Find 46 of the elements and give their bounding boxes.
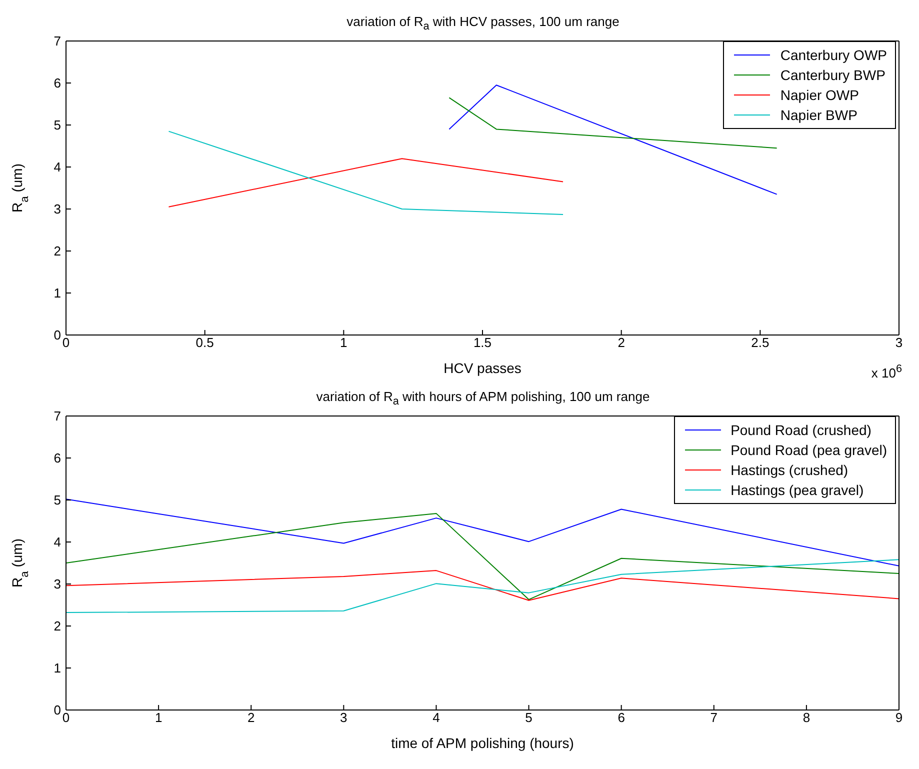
x-axis-title: HCV passes (444, 360, 522, 376)
x-tick-label: 0.5 (196, 335, 214, 350)
y-tick-label: 1 (54, 286, 61, 301)
legend-label: Canterbury OWP (780, 46, 887, 65)
x-tick-label: 2 (618, 335, 625, 350)
x-tick-label: 1 (154, 710, 162, 726)
line-series (66, 498, 899, 566)
y-tick-label: 3 (54, 576, 61, 592)
y-tick-label: 2 (54, 618, 61, 634)
y-tick-label: 7 (54, 408, 61, 424)
line-series (66, 559, 899, 614)
x-tick-label: 3 (340, 710, 348, 726)
y-tick-label: 1 (54, 660, 61, 676)
x-tick-label: 6 (618, 710, 625, 726)
x-tick-label: 1.5 (473, 335, 492, 350)
y-tick-label: 6 (54, 450, 61, 466)
legend-label: Hastings (crushed) (730, 461, 848, 480)
x-tick-label: 8 (802, 710, 810, 726)
text: x 10$^{6}$ (871, 363, 902, 380)
x-tick-label: 1 (340, 335, 348, 350)
line-series (66, 570, 899, 601)
y-tick-label: 3 (54, 202, 61, 217)
x-tick-label: 5 (525, 710, 532, 726)
y-tick-label: 5 (54, 118, 61, 133)
y-tick-label: 4 (54, 534, 61, 550)
x-tick-label: 7 (710, 710, 718, 726)
y-tick-label: 6 (54, 76, 61, 91)
x-axis-title: time of APM polishing (hours) (391, 735, 574, 751)
legend-label: Pound Road (crushed) (730, 421, 872, 440)
legend-label: Napier BWP (780, 106, 858, 125)
x-tick-label: 2.5 (751, 335, 770, 350)
y-tick-label: 5 (54, 492, 61, 508)
y-tick-label: 7 (54, 34, 61, 49)
legend-label: Napier OWP (780, 86, 859, 105)
y-tick-label: 4 (54, 160, 61, 175)
x-tick-label: 2 (247, 710, 255, 726)
legend-label: Pound Road (pea gravel) (730, 441, 887, 460)
chart-title: variation of R$_{a}$ with hours of APM polishing, 100 um range (316, 389, 650, 408)
chart-title: variation of R$_{a}$ with HCV passes, 100 um range (346, 14, 620, 33)
line-series (66, 512, 899, 600)
x-tick-label: 9 (895, 710, 903, 726)
x-tick-label: 3 (895, 335, 903, 350)
x-tick-label: 4 (432, 710, 440, 726)
legend-label: Canterbury BWP (780, 66, 886, 85)
y-tick-label: 2 (54, 244, 61, 259)
legend-label: Hastings (pea gravel) (730, 481, 864, 500)
